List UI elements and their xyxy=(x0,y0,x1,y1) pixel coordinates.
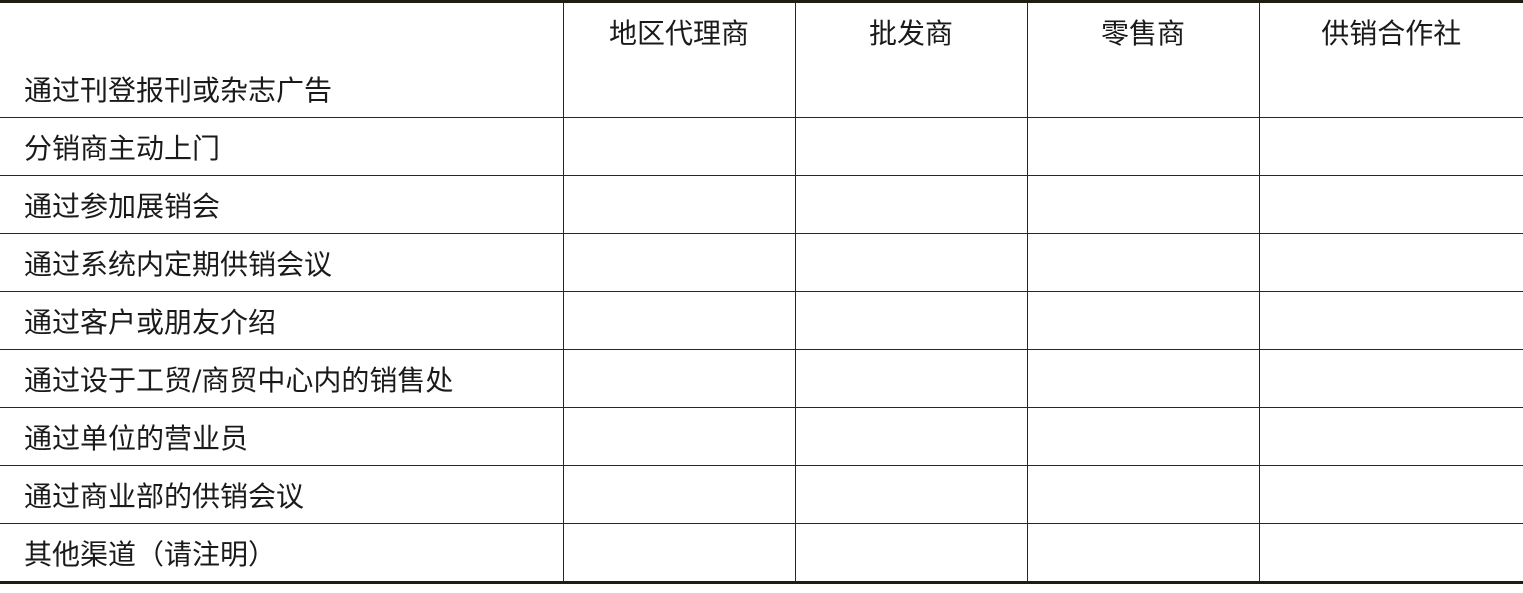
table-cell xyxy=(1026,523,1260,583)
table-cell xyxy=(1258,175,1523,234)
row-label: 通过系统内定期供销会议 xyxy=(0,233,564,292)
table-cell xyxy=(562,60,796,118)
table-cell xyxy=(562,117,796,176)
table-cell xyxy=(562,523,796,583)
table-row: 通过刊登报刊或杂志广告 xyxy=(0,60,1523,118)
table-cell xyxy=(1026,349,1260,408)
header-row: 地区代理商 批发商 零售商 供销合作社 xyxy=(0,1,1523,60)
row-label: 通过参加展销会 xyxy=(0,175,564,234)
table-cell xyxy=(562,465,796,524)
header-blank xyxy=(0,1,564,60)
row-label: 通过客户或朋友介绍 xyxy=(0,291,564,350)
table-cell xyxy=(562,175,796,234)
row-label: 通过设于工贸/商贸中心内的销售处 xyxy=(0,349,564,408)
table-cell xyxy=(1258,117,1523,176)
row-label: 通过商业部的供销会议 xyxy=(0,465,564,524)
table-cell xyxy=(794,523,1028,583)
table-row: 通过设于工贸/商贸中心内的销售处 xyxy=(0,349,1523,408)
header-regional-agent: 地区代理商 xyxy=(562,1,796,60)
table-row: 其他渠道（请注明） xyxy=(0,523,1523,583)
table-cell xyxy=(794,349,1028,408)
header-wholesaler: 批发商 xyxy=(794,1,1028,60)
table-cell xyxy=(1026,233,1260,292)
table-cell xyxy=(562,291,796,350)
table-cell xyxy=(1258,349,1523,408)
table-cell xyxy=(562,407,796,466)
table-row: 通过单位的营业员 xyxy=(0,407,1523,466)
table-cell xyxy=(1258,233,1523,292)
row-label: 分销商主动上门 xyxy=(0,117,564,176)
table-cell xyxy=(1258,465,1523,524)
table-cell xyxy=(1026,291,1260,350)
row-label: 其他渠道（请注明） xyxy=(0,523,564,583)
table-cell xyxy=(562,233,796,292)
table-cell xyxy=(794,117,1028,176)
table-row: 通过客户或朋友介绍 xyxy=(0,291,1523,350)
table-cell xyxy=(1026,465,1260,524)
table-cell xyxy=(1258,60,1523,118)
table-cell xyxy=(794,233,1028,292)
table-cell xyxy=(794,60,1028,118)
table-cell xyxy=(1026,407,1260,466)
table-row: 通过参加展销会 xyxy=(0,175,1523,234)
table-cell xyxy=(794,291,1028,350)
table-cell xyxy=(794,465,1028,524)
table-row: 通过系统内定期供销会议 xyxy=(0,233,1523,292)
table-row: 通过商业部的供销会议 xyxy=(0,465,1523,524)
row-label: 通过刊登报刊或杂志广告 xyxy=(0,60,564,118)
table-cell xyxy=(562,349,796,408)
table-cell xyxy=(1258,523,1523,583)
table-cell xyxy=(1258,291,1523,350)
table-cell xyxy=(1026,117,1260,176)
table-cell xyxy=(794,407,1028,466)
row-label: 通过单位的营业员 xyxy=(0,407,564,466)
table-cell xyxy=(794,175,1028,234)
header-coop: 供销合作社 xyxy=(1258,1,1523,60)
table-cell xyxy=(1026,60,1260,118)
header-retailer: 零售商 xyxy=(1026,1,1260,60)
table-cell xyxy=(1258,407,1523,466)
table-row: 分销商主动上门 xyxy=(0,117,1523,176)
table-cell xyxy=(1026,175,1260,234)
